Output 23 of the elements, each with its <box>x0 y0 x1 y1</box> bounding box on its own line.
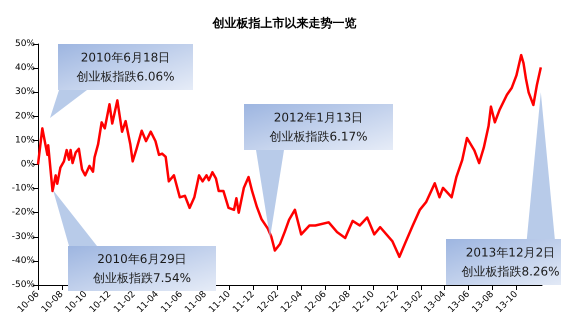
callout-box: 2010年6月29日 创业板指跌7.54% <box>53 190 216 291</box>
annotation: 创业板指跌6.06% <box>76 70 175 84</box>
y-tick-label: -50% <box>12 280 36 290</box>
callout-box: 2012年1月13日 创业板指跌6.17% <box>244 104 393 238</box>
callout-box: 2013年12月2日 创业板指跌8.26% <box>446 92 561 285</box>
y-tick-label: 0% <box>20 160 36 170</box>
annotation: 2010年6月29日 <box>97 252 187 266</box>
y-tick-label: -30% <box>12 232 36 242</box>
annotation: 创业板指跌7.54% <box>92 271 192 285</box>
y-tick-label: 50% <box>14 39 36 49</box>
y-tick-label: -20% <box>12 208 36 218</box>
y-tick-label: -40% <box>12 256 36 266</box>
y-tick-label: 20% <box>14 111 36 122</box>
y-tick-label: -10% <box>12 184 36 194</box>
annotation: 创业板指跌8.26% <box>461 264 560 278</box>
annotation: 创业板指跌6.17% <box>269 130 368 144</box>
annotation: 2010年6月18日 <box>80 50 170 64</box>
annotation: 2012年1月13日 <box>274 110 364 124</box>
y-tick-label: 30% <box>14 87 36 98</box>
y-tick-label: 40% <box>14 63 36 74</box>
annotation: 2013年12月2日 <box>466 246 556 260</box>
y-tick-label: 10% <box>14 135 36 146</box>
chart-title: 创业板指上市以来走势一览 <box>212 16 356 30</box>
